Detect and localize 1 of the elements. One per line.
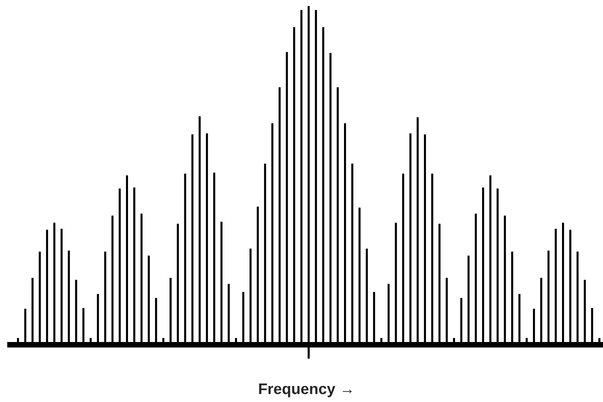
- x-axis-title: Frequency →: [259, 384, 352, 398]
